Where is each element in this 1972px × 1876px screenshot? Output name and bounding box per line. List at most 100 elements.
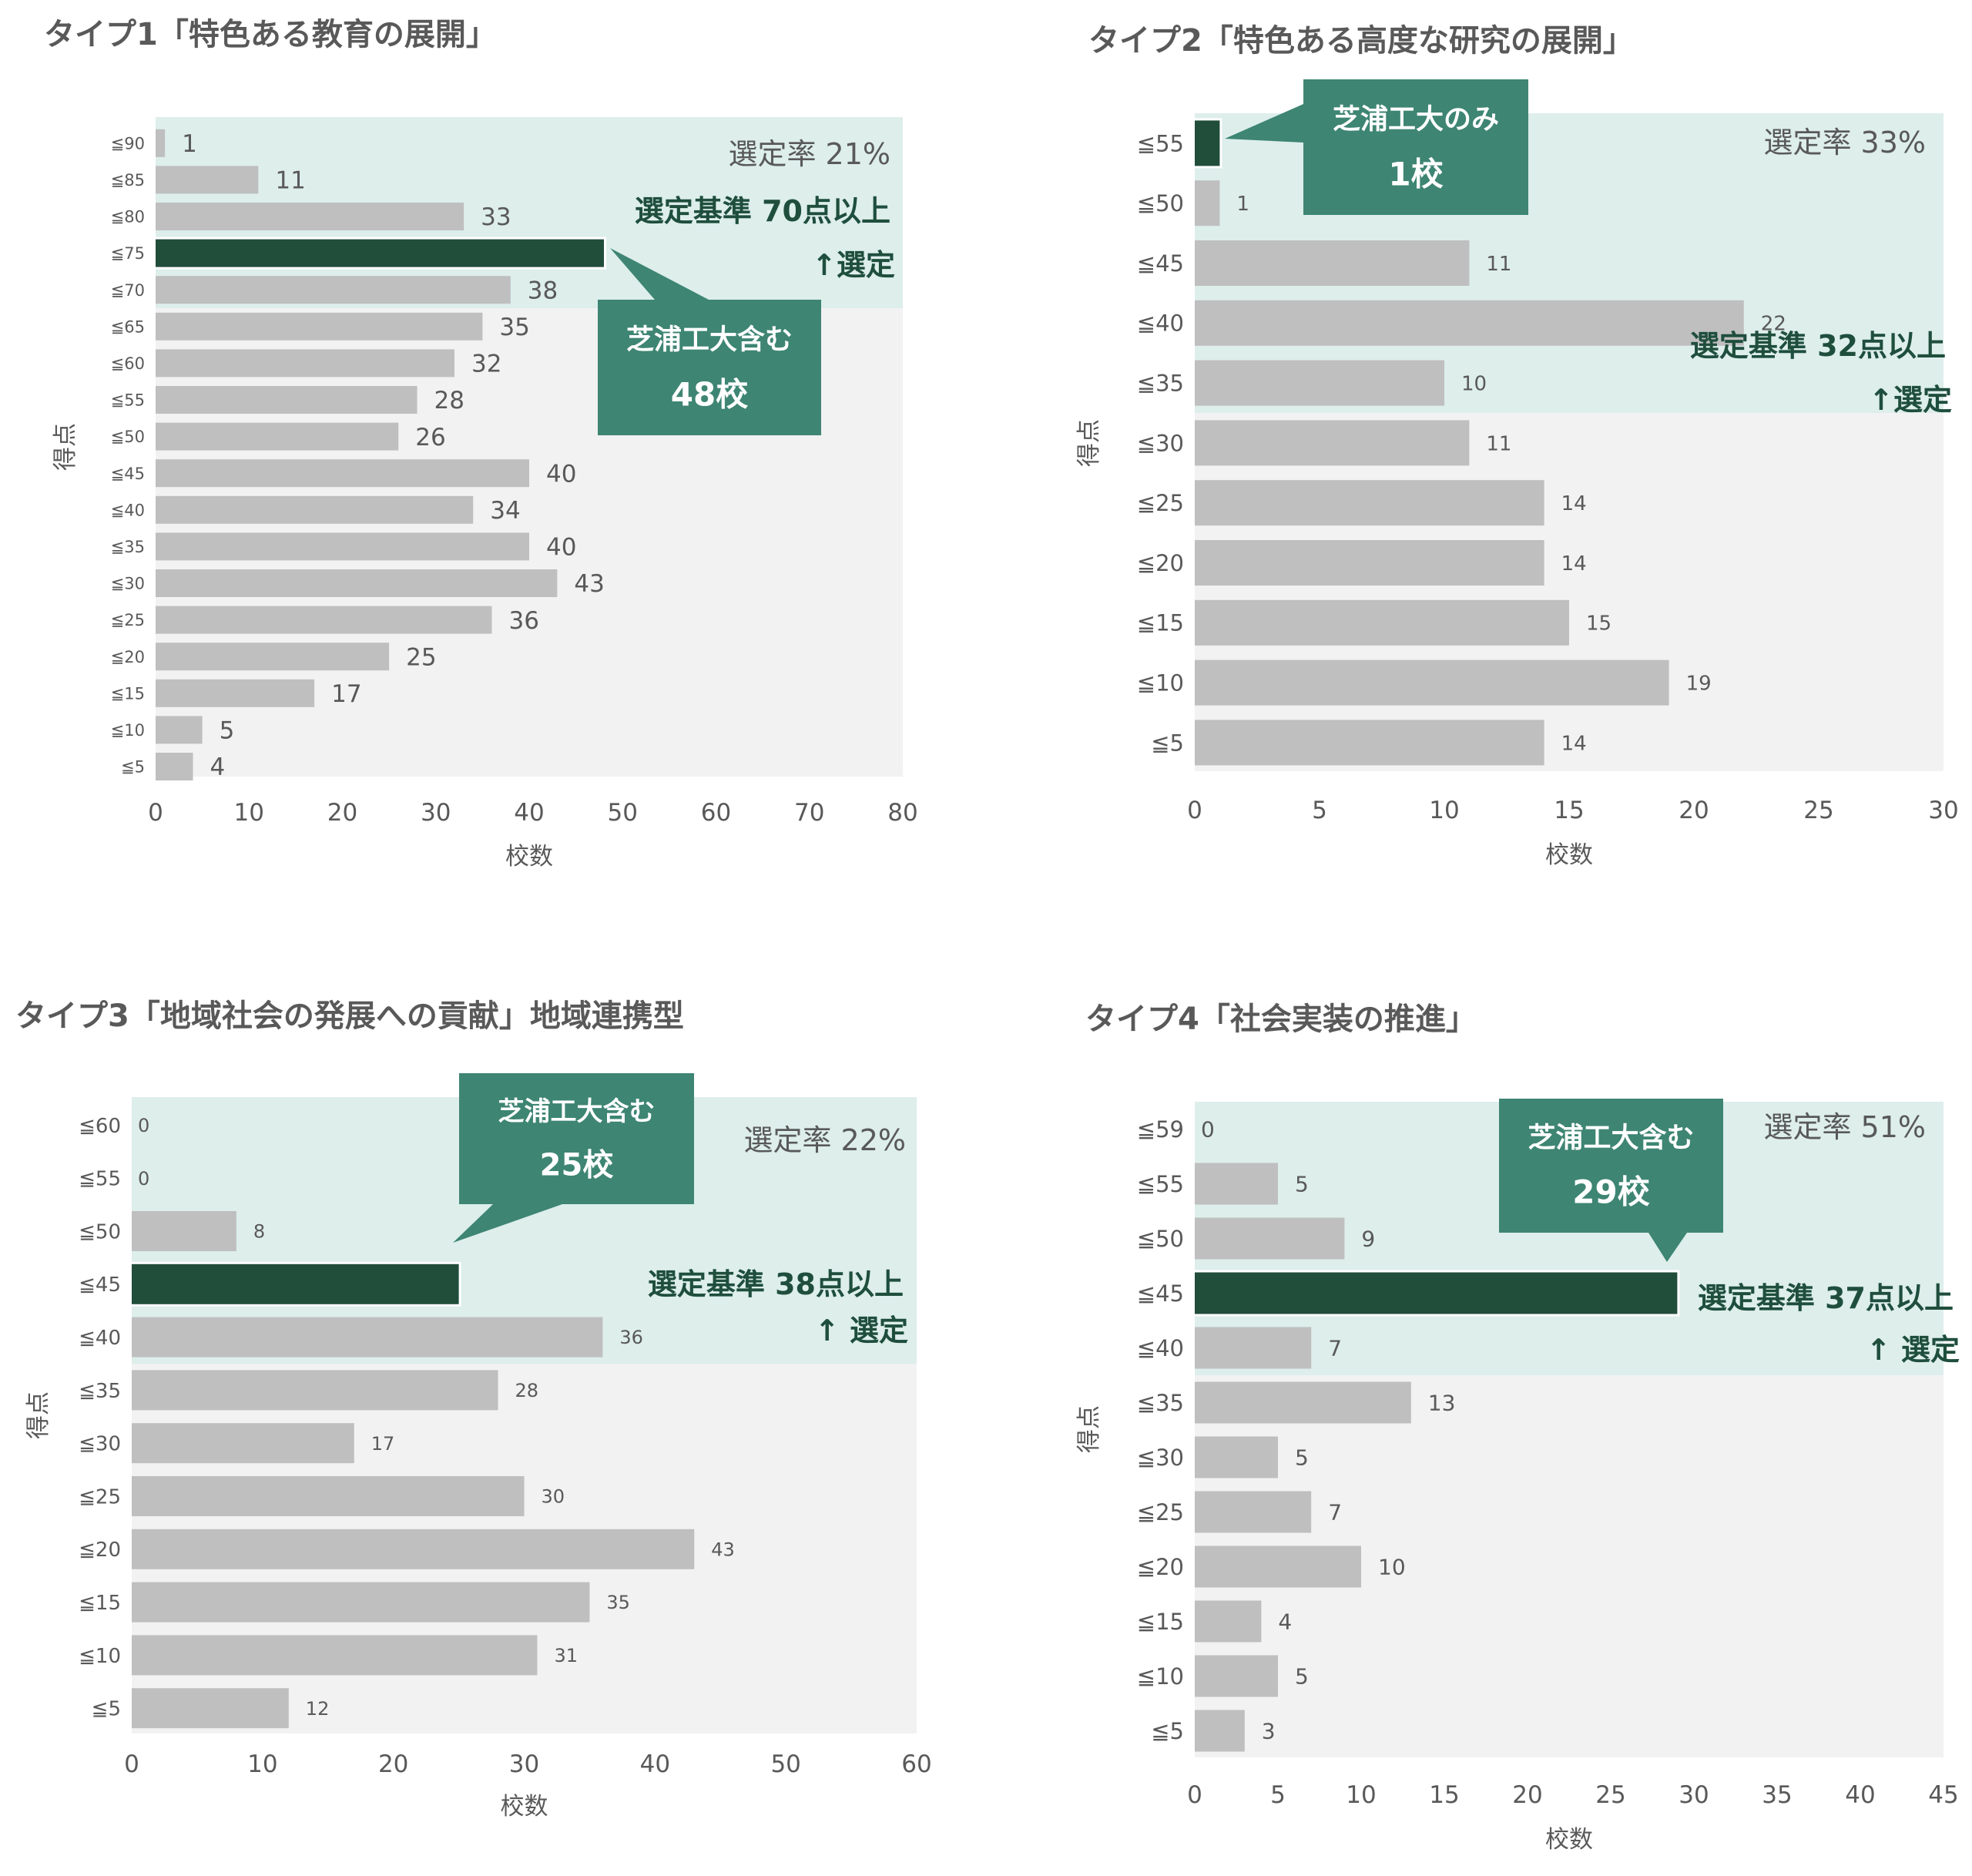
x-tick-label: 30 — [509, 1750, 539, 1778]
x-tick-label: 20 — [378, 1750, 408, 1778]
bar — [1195, 1217, 1345, 1260]
bar — [156, 459, 529, 488]
value-label: 5 — [220, 717, 235, 745]
highlight-bar — [1195, 1272, 1678, 1314]
bar — [156, 569, 558, 597]
bar — [132, 1582, 590, 1623]
category-label: ≦10 — [79, 1645, 121, 1668]
bar — [1195, 1545, 1361, 1588]
bar — [1195, 480, 1544, 526]
bar — [156, 716, 203, 744]
value-label: 35 — [499, 314, 529, 341]
category-label: ≦15 — [111, 684, 145, 703]
category-label: ≦40 — [111, 501, 145, 519]
callout-line2: 1校 — [1388, 155, 1443, 193]
chart-2: タイプ2「特色ある高度な研究の展開」≦55≦50 1≦45 11≦40 22≦35 10… — [1075, 23, 1959, 869]
bar — [156, 606, 492, 634]
value-label: 3 — [1262, 1719, 1276, 1744]
chart-title: タイプ2「特色ある高度な研究の展開」 — [1088, 23, 1634, 59]
value-label: 10 — [1378, 1555, 1406, 1580]
category-label: ≦50 — [79, 1220, 121, 1243]
category-label: ≦45 — [1137, 250, 1184, 277]
chart-3: タイプ3「地域社会の発展への貢献」地域連携型≦60 0≦55 0≦50 8≦45≦40… — [15, 998, 932, 1821]
x-tick-label: 80 — [887, 799, 917, 827]
x-tick-label: 15 — [1554, 797, 1584, 824]
bar — [1195, 1436, 1278, 1478]
y-axis-label: 得点 — [25, 1391, 52, 1439]
x-tick-label: 10 — [247, 1750, 277, 1778]
callout-line1: 芝浦工大含む — [1528, 1123, 1694, 1154]
x-tick-label: 20 — [1512, 1781, 1542, 1809]
bar — [1195, 720, 1544, 766]
value-label: 26 — [415, 424, 445, 451]
bar — [156, 532, 529, 561]
x-tick-label: 20 — [327, 799, 357, 827]
value-label: 35 — [606, 1592, 630, 1613]
selected-arrow-label: ↑選定 — [812, 248, 895, 282]
value-label: 12 — [306, 1698, 330, 1720]
bar — [132, 1529, 695, 1569]
value-label: 40 — [546, 460, 576, 488]
value-label: 10 — [1461, 372, 1487, 395]
selection-rate: 選定率 33% — [1763, 126, 1926, 159]
category-label: ≦30 — [1137, 430, 1184, 456]
selection-criterion: 選定基準 70点以上 — [635, 194, 890, 228]
category-label: ≦10 — [1137, 670, 1184, 696]
category-label: ≦15 — [1137, 610, 1184, 636]
bar — [156, 166, 259, 194]
x-tick-label: 45 — [1928, 1781, 1958, 1809]
bar — [156, 312, 483, 341]
category-label: ≦25 — [79, 1485, 121, 1509]
category-label: ≦90 — [111, 134, 145, 153]
callout-box — [459, 1073, 694, 1204]
bar — [1195, 659, 1669, 706]
bar — [156, 129, 166, 157]
category-label: ≦20 — [1137, 550, 1184, 576]
value-label: 14 — [1561, 732, 1587, 755]
x-tick-label: 30 — [1928, 797, 1958, 824]
category-label: ≦25 — [1137, 490, 1184, 516]
x-tick-label: 10 — [1429, 797, 1459, 824]
category-label: ≦5 — [92, 1698, 121, 1721]
bar — [156, 495, 474, 524]
highlight-bar — [156, 239, 604, 267]
category-label: ≦5 — [1151, 730, 1184, 756]
x-tick-label: 0 — [1187, 797, 1202, 824]
x-tick-label: 60 — [701, 799, 731, 827]
category-label: ≦35 — [79, 1380, 121, 1403]
category-label: ≦60 — [111, 354, 145, 373]
bar — [156, 679, 315, 707]
value-label: 22 — [1761, 313, 1786, 336]
value-label: 8 — [253, 1221, 265, 1243]
category-label: ≦20 — [79, 1539, 121, 1562]
value-label: 7 — [1328, 1336, 1342, 1361]
value-label: 43 — [574, 570, 604, 598]
bar — [1195, 420, 1470, 466]
value-label: 32 — [471, 351, 501, 378]
bar — [1195, 1381, 1411, 1424]
bar — [1195, 1491, 1312, 1533]
value-label: 15 — [1586, 612, 1611, 636]
value-label: 34 — [490, 497, 520, 525]
y-axis-label: 得点 — [52, 423, 79, 471]
value-label: 4 — [1278, 1609, 1292, 1635]
bar — [1195, 180, 1220, 227]
bar — [156, 276, 511, 304]
selected-arrow-label: ↑選定 — [1869, 383, 1952, 417]
callout-pointer — [453, 1204, 562, 1243]
callout-pointer — [1648, 1233, 1687, 1262]
highlight-bar — [1195, 120, 1220, 166]
x-tick-label: 40 — [1845, 1781, 1875, 1809]
category-label: ≦45 — [1137, 1280, 1184, 1307]
x-tick-label: 0 — [1187, 1781, 1202, 1809]
value-label: 1 — [182, 130, 197, 158]
selection-rate: 選定率 51% — [1763, 1110, 1926, 1144]
bar — [1195, 599, 1569, 646]
category-label: ≦65 — [111, 317, 145, 336]
value-label: 19 — [1686, 672, 1712, 695]
x-tick-label: 10 — [234, 799, 264, 827]
callout-pointer — [1225, 104, 1303, 143]
x-tick-label: 5 — [1270, 1781, 1286, 1809]
category-label: ≦20 — [111, 648, 145, 666]
